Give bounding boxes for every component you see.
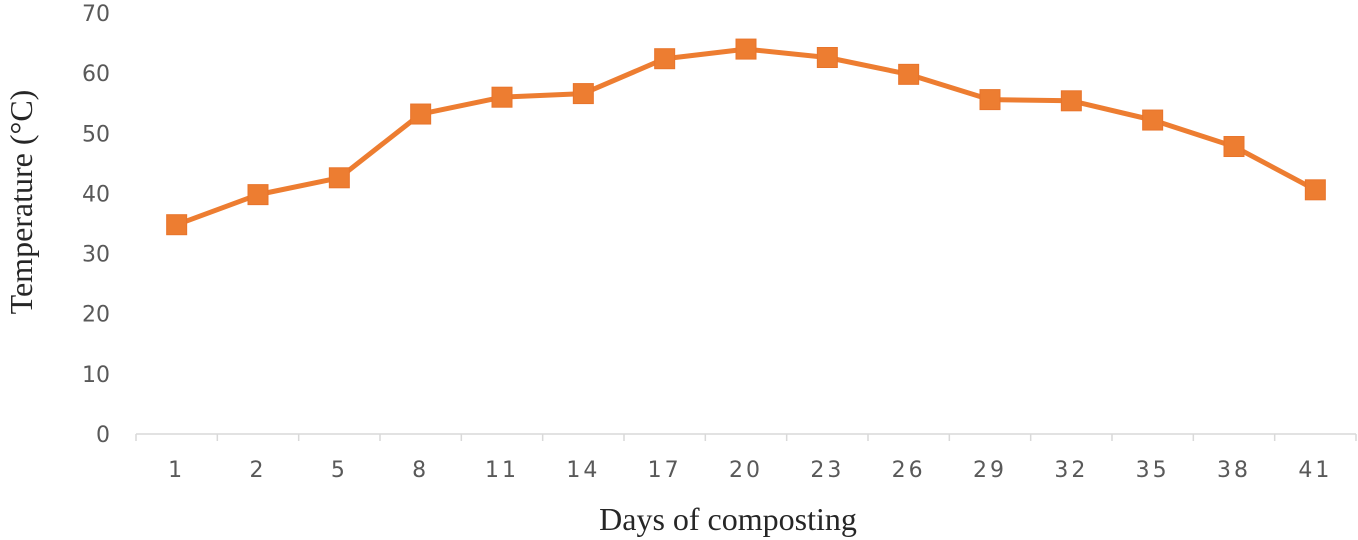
x-axis-title: Days of composting bbox=[599, 501, 857, 537]
data-point-marker bbox=[1223, 136, 1245, 158]
y-tick-label: 40 bbox=[82, 182, 110, 207]
x-tick-label: 26 bbox=[892, 458, 926, 483]
y-tick-label: 50 bbox=[82, 122, 110, 147]
x-axis-ticks: 1 2 5 8 11 14 17 20 23 26 29 32 35 38 41 bbox=[135, 434, 1357, 483]
x-tick-label: 38 bbox=[1217, 458, 1251, 483]
x-tick-label: 17 bbox=[648, 458, 682, 483]
x-tick-label: 2 bbox=[250, 458, 267, 483]
data-point-marker bbox=[735, 38, 757, 60]
data-point-marker bbox=[979, 89, 1001, 111]
series-line bbox=[175, 46, 1317, 228]
x-tick-label: 32 bbox=[1054, 458, 1088, 483]
y-tick-label: 30 bbox=[82, 243, 110, 268]
y-axis-title: Temperature (°C) bbox=[3, 90, 39, 315]
data-point-marker bbox=[572, 83, 594, 105]
data-point-marker bbox=[1142, 109, 1164, 131]
data-point-marker bbox=[491, 86, 513, 108]
data-point-marker bbox=[1304, 179, 1326, 201]
data-point-marker bbox=[410, 103, 432, 125]
data-point-marker bbox=[898, 63, 920, 85]
data-point-marker bbox=[1060, 90, 1082, 112]
data-point-marker bbox=[816, 47, 838, 69]
x-tick-label: 23 bbox=[810, 458, 844, 483]
x-tick-label: 29 bbox=[973, 458, 1007, 483]
x-tick-label: 35 bbox=[1136, 458, 1170, 483]
y-tick-label: 0 bbox=[96, 423, 110, 448]
x-tick-label: 41 bbox=[1298, 458, 1332, 483]
data-point-marker bbox=[328, 167, 350, 189]
x-tick-label: 5 bbox=[331, 458, 348, 483]
data-point-marker bbox=[247, 184, 269, 206]
x-tick-label: 1 bbox=[168, 458, 185, 483]
series-layer bbox=[166, 38, 1326, 236]
y-tick-label: 60 bbox=[82, 62, 110, 87]
y-tick-label: 20 bbox=[82, 303, 110, 328]
x-tick-label: 20 bbox=[729, 458, 763, 483]
data-point-marker bbox=[654, 48, 676, 70]
y-axis-ticks: 0 10 20 30 40 50 60 70 bbox=[82, 2, 110, 448]
x-tick-label: 8 bbox=[412, 458, 429, 483]
x-tick-label: 14 bbox=[566, 458, 600, 483]
y-tick-label: 10 bbox=[82, 363, 110, 388]
x-tick-label: 11 bbox=[485, 458, 519, 483]
y-tick-label: 70 bbox=[82, 2, 110, 27]
data-point-marker bbox=[166, 214, 188, 236]
